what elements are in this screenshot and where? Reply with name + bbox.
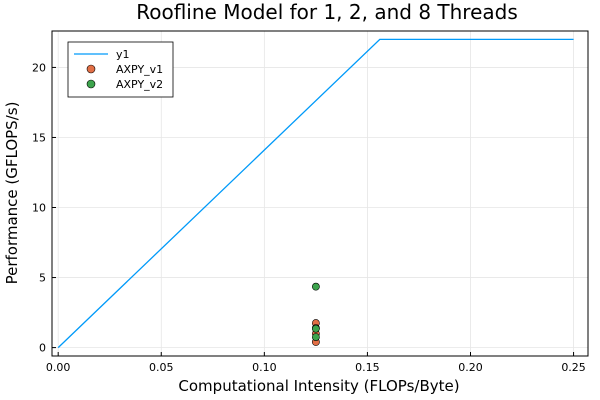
- plot-frame: [51, 30, 589, 357]
- x-tick-label: 0.00: [46, 361, 71, 374]
- y-axis-label: Performance (GFLOPS/s): [3, 102, 21, 285]
- x-tick-label: 0.10: [252, 361, 277, 374]
- x-tick-label: 0.25: [561, 361, 586, 374]
- legend-swatch-marker: [86, 79, 96, 89]
- point-AXPY_v2: [311, 333, 320, 341]
- y-tick-label: 20: [32, 61, 46, 74]
- series-line-y1: [57, 38, 574, 349]
- legend: y1 AXPY_v1 AXPY_v2: [67, 41, 174, 98]
- chart-title: Roofline Model for 1, 2, and 8 Threads: [136, 0, 518, 24]
- x-axis-label: Computational Intensity (FLOPs/Byte): [178, 377, 459, 395]
- y-tick-label: 5: [39, 272, 46, 285]
- axis-ticks: 0.00 0.05 0.10 0.15 0.20 0.25 0 5 10 15 20: [32, 61, 586, 374]
- plot-area: [57, 38, 574, 349]
- point-AXPY_v2: [311, 282, 320, 291]
- y-tick-label: 10: [32, 202, 46, 215]
- point-AXPY_v2: [311, 324, 320, 333]
- legend-label: AXPY_v1: [116, 63, 163, 76]
- y-tick-label: 15: [32, 131, 46, 144]
- x-tick-label: 0.15: [355, 361, 380, 374]
- legend-label: y1: [116, 48, 130, 61]
- legend-label: AXPY_v2: [116, 78, 163, 91]
- legend-swatch-marker: [86, 64, 96, 74]
- x-tick-label: 0.20: [458, 361, 483, 374]
- y-tick-label: 0: [39, 342, 46, 355]
- legend-box: [67, 41, 174, 98]
- x-tick-label: 0.05: [149, 361, 174, 374]
